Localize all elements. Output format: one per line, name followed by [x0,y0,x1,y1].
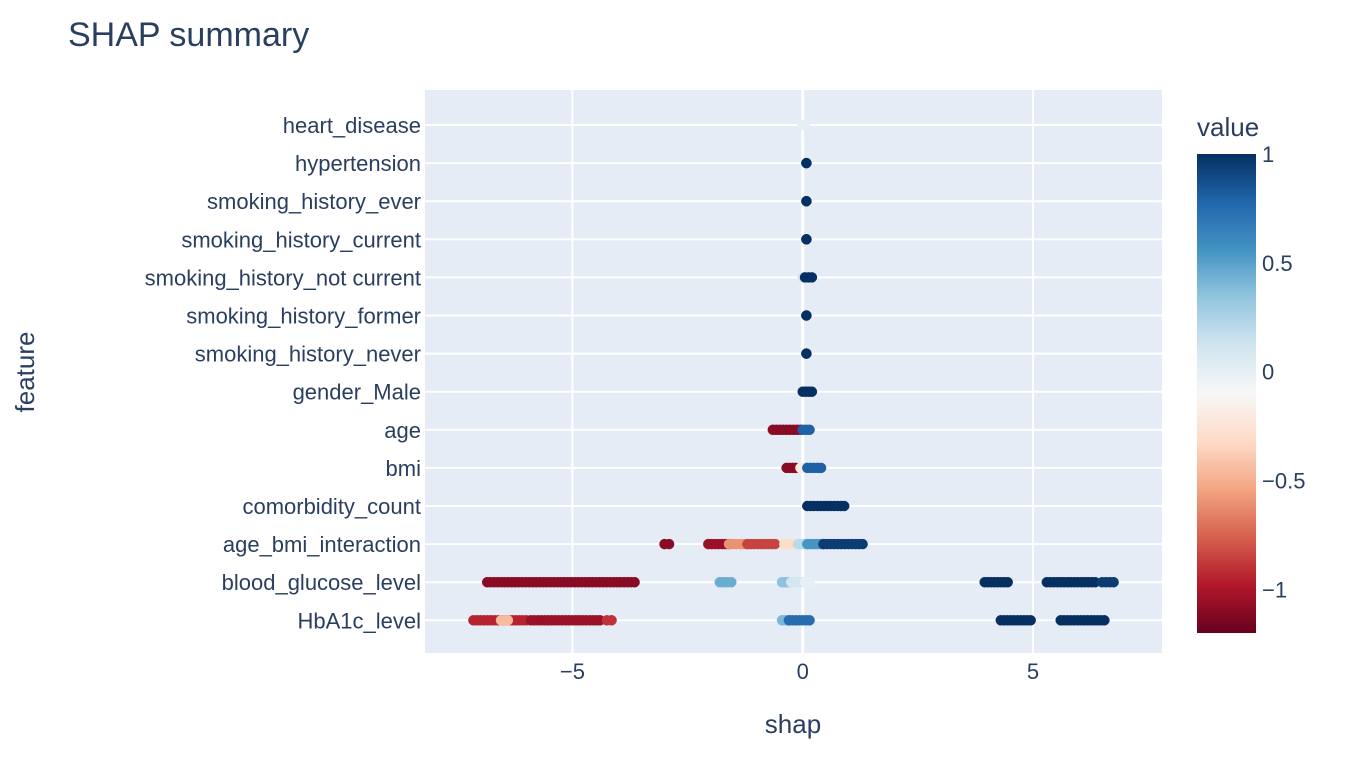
data-point [801,310,812,321]
chart-title: SHAP summary [68,16,309,54]
colorbar [1197,154,1256,633]
data-point [804,424,815,436]
data-points [468,119,1119,626]
data-point [1099,615,1110,626]
y-tick-label: gender_Male [293,380,421,405]
x-tick-labels: −5 0 5 [560,659,1039,684]
colorbar-tick-label: 1 [1262,142,1274,167]
data-point [815,462,827,474]
data-point [804,576,815,588]
y-tick-label: HbA1c_level [297,608,421,633]
y-tick-label: age [384,418,421,443]
colorbar-tick-label: −1 [1262,577,1287,602]
y-tick-label: age_bmi_interaction [223,532,421,557]
data-point [663,538,675,550]
data-point [801,195,812,207]
data-point [801,157,812,169]
data-point [804,615,815,626]
y-tick-label: smoking_history_former [186,304,421,329]
data-point [1025,615,1036,626]
plot-area [425,90,1162,653]
y-tick-label: smoking_history_current [181,227,421,252]
y-tick-label: bmi [386,456,421,481]
data-point [799,119,811,131]
data-point [857,538,868,550]
data-point [1002,576,1013,588]
data-point [769,538,781,550]
y-tick-labels: heart_disease hypertension smoking_history… [145,113,421,633]
y-tick-label: heart_disease [283,113,421,138]
data-point [801,348,812,359]
colorbar-tick-labels: 1 0.5 0 −0.5 −1 [1262,142,1305,602]
y-tick-label: hypertension [295,151,421,176]
colorbar-title: value [1197,112,1259,142]
y-tick-label: blood_glucose_level [222,570,421,595]
data-point [801,234,812,245]
colorbar-tick-label: −0.5 [1262,469,1305,494]
x-axis-title: shap [765,709,821,739]
x-tick-label: −5 [560,659,585,684]
data-point [726,576,737,588]
x-tick-label: 5 [1027,659,1039,684]
data-point [806,272,818,283]
x-tick-label: 0 [797,659,809,684]
data-point [629,576,640,588]
data-point [838,500,850,512]
data-point [502,615,514,626]
colorbar-tick-label: 0 [1262,360,1274,385]
y-tick-label: comorbidity_count [242,494,421,519]
data-point [806,386,818,397]
y-tick-label: smoking_history_never [195,342,421,367]
y-tick-label: smoking_history_ever [207,189,421,214]
y-tick-label: smoking_history_not current [145,265,421,290]
colorbar-tick-label: 0.5 [1262,251,1293,276]
y-axis-title: feature [10,332,40,413]
data-point [606,615,617,626]
data-point [1108,576,1119,588]
